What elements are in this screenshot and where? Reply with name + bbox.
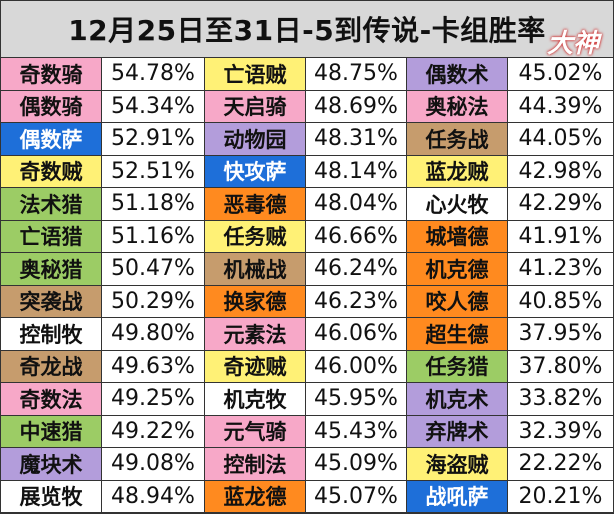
win-rate-cell: 54.78%: [102, 58, 205, 91]
win-rate-cell: 48.75%: [306, 58, 407, 91]
deck-name-cell: 海盗贼: [407, 448, 508, 481]
deck-name-cell: 奇数法: [1, 383, 102, 416]
win-rate-cell: 45.09%: [306, 448, 407, 481]
win-rate-cell: 46.66%: [306, 220, 407, 253]
deck-name-cell: 法术猎: [1, 188, 102, 221]
deck-name-cell: 魔块术: [1, 448, 102, 481]
win-rate-cell: 51.18%: [102, 188, 205, 221]
deck-name-cell: 机克德: [407, 253, 508, 286]
win-rate-cell: 37.95%: [508, 318, 613, 351]
deck-name-cell: 控制牧: [1, 318, 102, 351]
deck-name-cell: 恶毒德: [205, 188, 306, 221]
win-rate-cell: 45.43%: [306, 415, 407, 448]
deck-name-cell: 天启骑: [205, 90, 306, 123]
deck-name-cell: 任务战: [407, 123, 508, 156]
win-rate-cell: 52.51%: [102, 155, 205, 188]
win-rate-cell: 42.98%: [508, 156, 613, 188]
deck-name-cell: 机克牧: [205, 383, 306, 416]
deck-name-cell: 任务贼: [205, 220, 306, 253]
deck-grid: 奇数骑 54.78% 亡语贼 48.75% 偶数术 45.02% 偶数骑 54.34% 天启骑 4…: [1, 58, 613, 513]
deck-name-cell: 奥秘法: [407, 90, 508, 123]
win-rate-cell: 48.14%: [306, 155, 407, 188]
win-rate-cell: 46.06%: [306, 318, 407, 351]
deck-name-cell: 心火牧: [407, 188, 508, 221]
deck-name-cell: 奇数贼: [1, 155, 102, 188]
win-rate-cell: 46.24%: [306, 253, 407, 286]
win-rate-cell: 48.69%: [306, 90, 407, 123]
win-rate-cell: 48.04%: [306, 188, 407, 221]
win-rate-cell: 46.00%: [306, 350, 407, 383]
deck-name-cell: 快攻萨: [205, 155, 306, 188]
win-rate-cell: 42.29%: [508, 188, 613, 221]
deck-name-cell: 展览牧: [1, 480, 102, 513]
deck-name-cell: 咬人德: [407, 285, 508, 318]
deck-name-cell: 突袭战: [1, 285, 102, 318]
deck-name-cell: 奇迹贼: [205, 350, 306, 383]
win-rate-cell: 41.91%: [508, 221, 613, 253]
deck-name-cell: 战吼萨: [407, 480, 508, 513]
deck-name-cell: 机械战: [205, 253, 306, 286]
deck-name-cell: 超生德: [407, 318, 508, 351]
deck-name-cell: 亡语贼: [205, 58, 306, 91]
deck-name-cell: 控制法: [205, 448, 306, 481]
deck-name-cell: 偶数术: [407, 58, 508, 91]
win-rate-cell: 33.82%: [508, 383, 613, 416]
win-rate-cell: 49.08%: [102, 448, 205, 481]
win-rate-cell: 52.91%: [102, 123, 205, 156]
deck-name-cell: 蓝龙贼: [407, 155, 508, 188]
deck-name-cell: 中速猎: [1, 415, 102, 448]
win-rate-cell: 46.23%: [306, 285, 407, 318]
win-rate-cell: 50.47%: [102, 253, 205, 286]
deck-name-cell: 蓝龙德: [205, 480, 306, 513]
win-rate-cell: 40.85%: [508, 286, 613, 318]
win-rate-cell: 45.02%: [508, 58, 613, 91]
watermark-logo: 大神: [546, 29, 599, 59]
deck-name-cell: 机克术: [407, 383, 508, 416]
deck-name-cell: 元气骑: [205, 415, 306, 448]
win-rate-cell: 37.80%: [508, 351, 613, 383]
win-rate-cell: 41.23%: [508, 253, 613, 286]
win-rate-cell: 54.34%: [102, 90, 205, 123]
win-rate-cell: 48.31%: [306, 123, 407, 156]
deck-name-cell: 奇龙战: [1, 350, 102, 383]
win-rate-cell: 49.63%: [102, 350, 205, 383]
win-rate-cell: 22.22%: [508, 448, 613, 481]
deck-name-cell: 动物园: [205, 123, 306, 156]
win-rate-cell: 51.16%: [102, 220, 205, 253]
win-rate-cell: 49.25%: [102, 383, 205, 416]
deck-name-cell: 偶数萨: [1, 123, 102, 156]
win-rate-cell: 49.22%: [102, 415, 205, 448]
win-rate-cell: 45.07%: [306, 480, 407, 513]
deck-name-cell: 偶数骑: [1, 90, 102, 123]
deck-name-cell: 奇数骑: [1, 58, 102, 91]
win-rate-cell: 20.21%: [508, 481, 613, 513]
win-rate-cell: 44.05%: [508, 123, 613, 156]
win-rate-cell: 48.94%: [102, 480, 205, 513]
title-bar: 12月25日至31日-5到传说-卡组胜率: [1, 1, 613, 58]
win-rate-cell: 32.39%: [508, 416, 613, 448]
win-rate-cell: 44.39%: [508, 91, 613, 123]
table-title: 12月25日至31日-5到传说-卡组胜率: [68, 14, 546, 47]
deck-name-cell: 奥秘猎: [1, 253, 102, 286]
deck-name-cell: 元素法: [205, 318, 306, 351]
deck-name-cell: 任务猎: [407, 350, 508, 383]
deck-name-cell: 换家德: [205, 285, 306, 318]
win-rate-cell: 49.80%: [102, 318, 205, 351]
win-rate-cell: 50.29%: [102, 285, 205, 318]
deck-name-cell: 亡语猎: [1, 220, 102, 253]
deck-name-cell: 弃牌术: [407, 415, 508, 448]
deck-name-cell: 城墙德: [407, 220, 508, 253]
win-rate-cell: 45.95%: [306, 383, 407, 416]
